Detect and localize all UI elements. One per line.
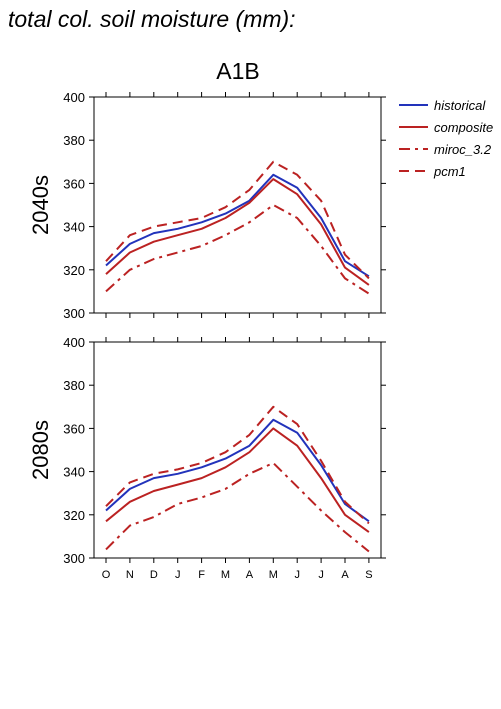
x-tick-label: N [126,569,134,581]
x-tick-label: J [294,569,300,581]
legend-label-miroc_3.2: miroc_3.2 [434,142,492,157]
legend-label-composite: composite [434,120,493,135]
period-label-2080s: 2080s [28,420,53,480]
x-tick-label: J [175,569,181,581]
y-tick-label: 380 [63,133,85,148]
legend-label-historical: historical [434,98,486,113]
y-tick-label: 300 [63,551,85,566]
y-tick-label: 340 [63,465,85,480]
series-line-miroc_3.2-2040s [105,204,370,295]
panel-frame-2040s [93,96,382,314]
x-tick-label: A [246,569,254,581]
series-line-pcm1-2040s [105,160,370,280]
y-tick-label: 320 [63,263,85,278]
x-tick-label: M [269,569,278,581]
panel-frame-2080s [93,341,382,559]
y-tick-label: 340 [63,220,85,235]
period-label-2040s: 2040s [28,175,53,235]
page-title: total col. soil moisture (mm): [8,6,296,32]
x-tick-label: J [318,569,324,581]
y-tick-label: 360 [63,176,85,191]
x-tick-label: D [150,569,158,581]
y-tick-label: 300 [63,306,85,321]
scenario-title: A1B [216,58,260,84]
x-tick-label: M [221,569,230,581]
x-tick-label: A [341,569,349,581]
x-tick-label: S [365,569,372,581]
series-line-composite-2080s [105,427,370,533]
y-tick-label: 400 [63,90,85,105]
y-tick-label: 380 [63,378,85,393]
x-tick-label: O [102,569,111,581]
series-line-pcm1-2080s [105,405,370,525]
y-tick-label: 320 [63,508,85,523]
x-tick-label: F [198,569,205,581]
series-line-historical-2040s [105,173,370,278]
legend-label-pcm1: pcm1 [433,164,466,179]
series-line-miroc_3.2-2080s [105,462,370,553]
series-line-composite-2040s [105,178,370,286]
y-tick-label: 400 [63,335,85,350]
series-line-historical-2080s [105,418,370,523]
y-tick-label: 360 [63,421,85,436]
